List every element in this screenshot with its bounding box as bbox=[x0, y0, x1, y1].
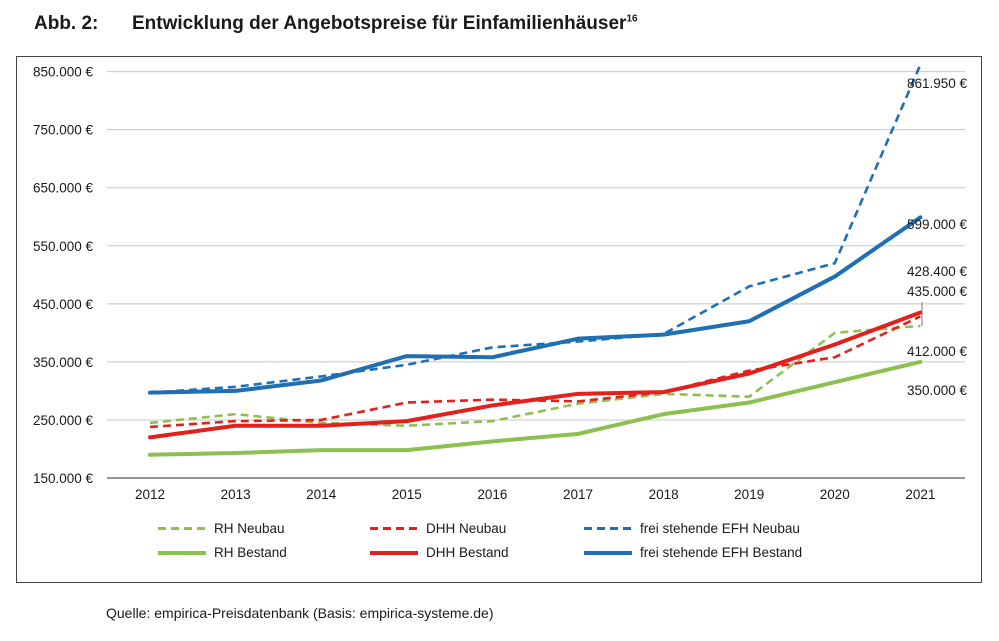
figure-title: Abb. 2: Entwicklung der Angebotspreise fü… bbox=[34, 13, 638, 35]
end-value-label: 428.400 € bbox=[907, 264, 968, 279]
footnote-reference: 16 bbox=[626, 13, 638, 25]
y-tick-label: 150.000 € bbox=[33, 471, 94, 486]
end-value-label: 861.950 € bbox=[907, 76, 968, 91]
x-tick-label: 2015 bbox=[392, 487, 422, 502]
x-tick-label: 2018 bbox=[649, 487, 679, 502]
end-value-label: 350.000 € bbox=[907, 383, 968, 398]
y-tick-label: 650.000 € bbox=[33, 181, 94, 196]
x-tick-label: 2013 bbox=[221, 487, 251, 502]
series-line-rh-bestand bbox=[148, 359, 923, 457]
series-line-frei-stehende-efh-bestand bbox=[148, 215, 923, 395]
x-tick-label: 2021 bbox=[905, 487, 935, 502]
y-tick-label: 350.000 € bbox=[33, 355, 94, 370]
figure-title-text: Entwicklung der Angebotspreise für Einfa… bbox=[132, 13, 627, 34]
y-tick-label: 750.000 € bbox=[33, 123, 94, 138]
source-note: Quelle: empirica-Preisdatenbank (Basis: … bbox=[106, 605, 494, 621]
x-tick-label: 2019 bbox=[734, 487, 764, 502]
x-tick-label: 2014 bbox=[306, 487, 337, 502]
y-tick-label: 550.000 € bbox=[33, 239, 94, 254]
y-tick-label: 250.000 € bbox=[33, 413, 94, 428]
series-line-frei-stehende-efh-neubau bbox=[149, 64, 922, 394]
end-value-label: 599.000 € bbox=[907, 217, 968, 232]
figure-number: Abb. 2: bbox=[34, 13, 99, 34]
end-value-label: 412.000 € bbox=[907, 344, 968, 359]
x-tick-label: 2020 bbox=[820, 487, 850, 502]
x-tick-label: 2017 bbox=[563, 487, 593, 502]
series-line-dhh-neubau bbox=[149, 315, 921, 429]
y-tick-label: 450.000 € bbox=[33, 297, 94, 312]
series-line-dhh-bestand bbox=[148, 310, 923, 440]
x-tick-label: 2012 bbox=[135, 487, 165, 502]
chart-frame bbox=[16, 56, 982, 583]
end-value-label: 435.000 € bbox=[907, 284, 968, 299]
series-line-rh-neubau bbox=[149, 324, 921, 428]
x-tick-label: 2016 bbox=[477, 487, 507, 502]
y-tick-label: 850.000 € bbox=[33, 65, 94, 80]
